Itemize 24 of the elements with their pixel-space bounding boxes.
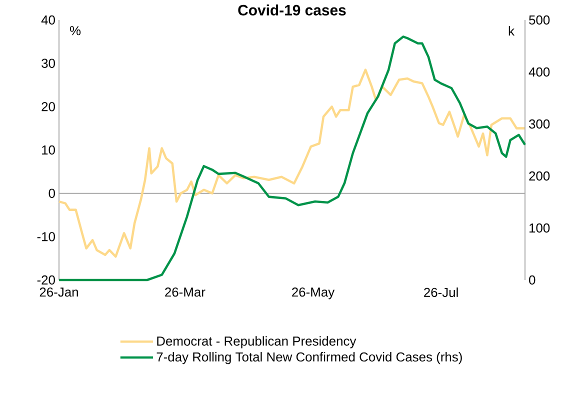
x-tick-label: 26-Jan: [40, 288, 78, 297]
x-tick-label: 26-Mar: [165, 288, 206, 297]
x-tick-label: 26-Jul: [424, 288, 458, 298]
line-series: [58, 68, 526, 258]
y2-axis-title: k: [508, 26, 515, 36]
y2-tick-label: 200: [529, 171, 550, 181]
x-tick-label: 26-May: [292, 288, 335, 300]
y-tick-label: 0: [48, 188, 55, 198]
y2-tick-label: 500: [529, 15, 550, 25]
y-tick-label: -20: [37, 275, 55, 285]
y-tick-label: 20: [42, 102, 55, 112]
y2-tick-label: 400: [528, 67, 550, 77]
y-tick-label: 10: [42, 145, 55, 155]
y2-tick-label: 300: [529, 119, 550, 129]
chart-title: Covid-19 cases: [238, 4, 346, 16]
y-tick-label: -10: [37, 232, 55, 242]
y-tick-label: 40: [41, 15, 55, 25]
y-axis-title: %: [70, 26, 81, 36]
y2-tick-label: 0: [529, 275, 536, 285]
line-series: [58, 35, 526, 282]
legend-label: 7-day Rolling Total New Confirmed Covid Cases (rhs): [156, 352, 462, 364]
legend-label: Democrat - Republican Presidency: [157, 336, 356, 348]
y2-tick-label: 100: [530, 223, 550, 233]
y-tick-label: 30: [42, 58, 55, 68]
